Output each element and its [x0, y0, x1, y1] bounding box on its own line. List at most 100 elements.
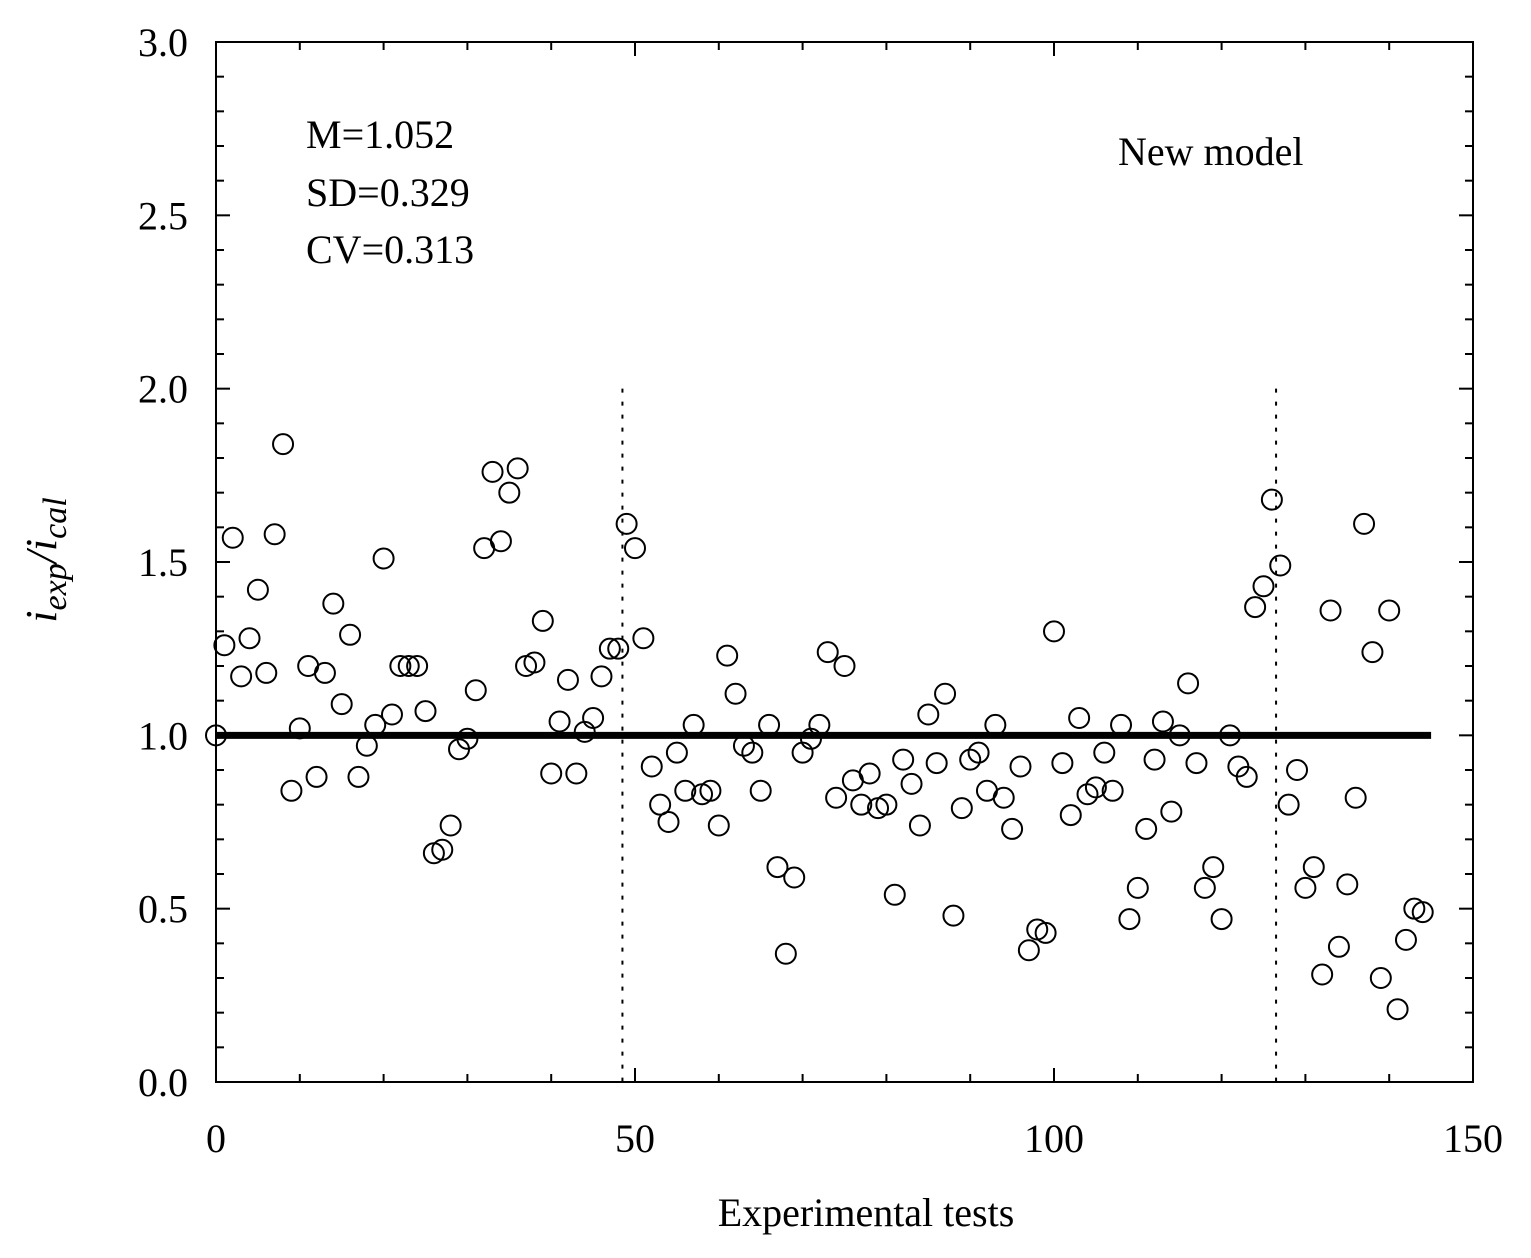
data-point — [766, 856, 789, 879]
data-point — [934, 682, 957, 705]
data-point — [1286, 759, 1309, 781]
data-point — [1177, 672, 1200, 695]
data-point — [1101, 779, 1124, 802]
x-tick-label: 50 — [615, 1116, 655, 1161]
data-point — [1151, 710, 1174, 733]
data-point — [1336, 873, 1359, 896]
data-point — [1034, 921, 1057, 944]
data-point — [355, 734, 378, 757]
data-point — [850, 793, 873, 816]
data-point — [380, 703, 403, 726]
data-point — [414, 700, 437, 723]
data-point — [925, 752, 948, 775]
data-point — [1135, 817, 1158, 840]
data-point — [431, 838, 454, 861]
data-point — [883, 883, 906, 906]
data-point — [221, 526, 244, 549]
data-point — [707, 814, 730, 837]
data-point — [598, 637, 621, 660]
data-point — [1193, 876, 1216, 899]
data-point — [724, 682, 747, 705]
data-point — [1378, 599, 1401, 622]
data-point — [1051, 752, 1074, 775]
data-point — [741, 741, 764, 764]
data-point — [1084, 776, 1107, 799]
data-points — [205, 433, 1434, 1021]
data-point — [1043, 620, 1065, 643]
data-point — [523, 651, 546, 674]
data-point — [1210, 908, 1233, 931]
data-point — [556, 668, 579, 691]
model-label: New model — [1118, 129, 1304, 174]
data-point — [808, 713, 831, 736]
data-point — [1319, 599, 1342, 622]
data-point — [640, 755, 663, 778]
data-point — [288, 717, 311, 740]
data-point — [263, 523, 286, 546]
y-label-denominator-sub: cal — [37, 497, 74, 539]
data-point — [950, 797, 973, 820]
data-point — [1244, 596, 1267, 619]
data-point — [774, 942, 797, 965]
data-point — [1001, 817, 1024, 840]
data-point — [1218, 724, 1241, 747]
y-tick-label: 1.0 — [138, 713, 188, 758]
data-point — [967, 741, 990, 764]
x-axis-title: Experimental tests — [718, 1190, 1015, 1235]
data-point — [649, 793, 672, 816]
data-point — [959, 748, 982, 771]
x-tick-label: 150 — [1443, 1116, 1503, 1161]
data-point — [1294, 876, 1317, 899]
data-point — [984, 713, 1007, 736]
data-point — [1009, 755, 1032, 778]
data-point — [313, 661, 336, 684]
data-point — [506, 457, 529, 480]
svg-text:iexp/ical: iexp/ical — [17, 497, 74, 622]
y-tick-label: 3.0 — [138, 20, 188, 65]
data-point — [1118, 908, 1141, 931]
data-point — [1202, 856, 1225, 879]
data-point — [1361, 641, 1384, 664]
y-tick-label: 0.5 — [138, 887, 188, 932]
data-point — [900, 772, 923, 795]
data-point — [330, 693, 353, 716]
stat-cv: CV=0.313 — [306, 227, 474, 272]
data-point — [783, 866, 806, 889]
data-point — [1327, 935, 1350, 958]
data-point — [1185, 752, 1208, 775]
data-point — [565, 762, 588, 785]
data-point — [1386, 998, 1409, 1021]
data-point — [1394, 928, 1417, 951]
y-label-numerator: i — [17, 610, 66, 622]
data-point — [464, 679, 487, 702]
data-point — [406, 655, 429, 677]
data-point — [732, 734, 755, 757]
y-label-numerator-sub: exp — [37, 563, 74, 610]
data-point — [456, 727, 479, 750]
data-point — [439, 814, 462, 837]
data-point — [531, 609, 554, 632]
data-point — [632, 627, 655, 650]
data-point — [665, 741, 688, 764]
data-point — [758, 713, 781, 736]
data-point — [1344, 786, 1367, 809]
data-point — [246, 578, 269, 601]
data-point — [1302, 856, 1325, 879]
x-tick-label: 0 — [206, 1116, 226, 1161]
data-point — [1269, 554, 1292, 577]
data-point — [213, 634, 236, 657]
data-point — [1252, 575, 1275, 598]
stat-sd: SD=0.329 — [306, 170, 470, 215]
data-point — [230, 665, 253, 688]
y-tick-label: 1.5 — [138, 540, 188, 585]
data-point — [489, 530, 512, 553]
data-point — [858, 762, 881, 785]
data-point — [364, 713, 387, 736]
data-point — [1110, 713, 1133, 736]
y-label-denominator: i — [17, 539, 66, 551]
data-point — [548, 710, 571, 733]
y-tick-label: 2.5 — [138, 193, 188, 238]
data-point — [1160, 800, 1183, 823]
data-point — [590, 665, 613, 688]
